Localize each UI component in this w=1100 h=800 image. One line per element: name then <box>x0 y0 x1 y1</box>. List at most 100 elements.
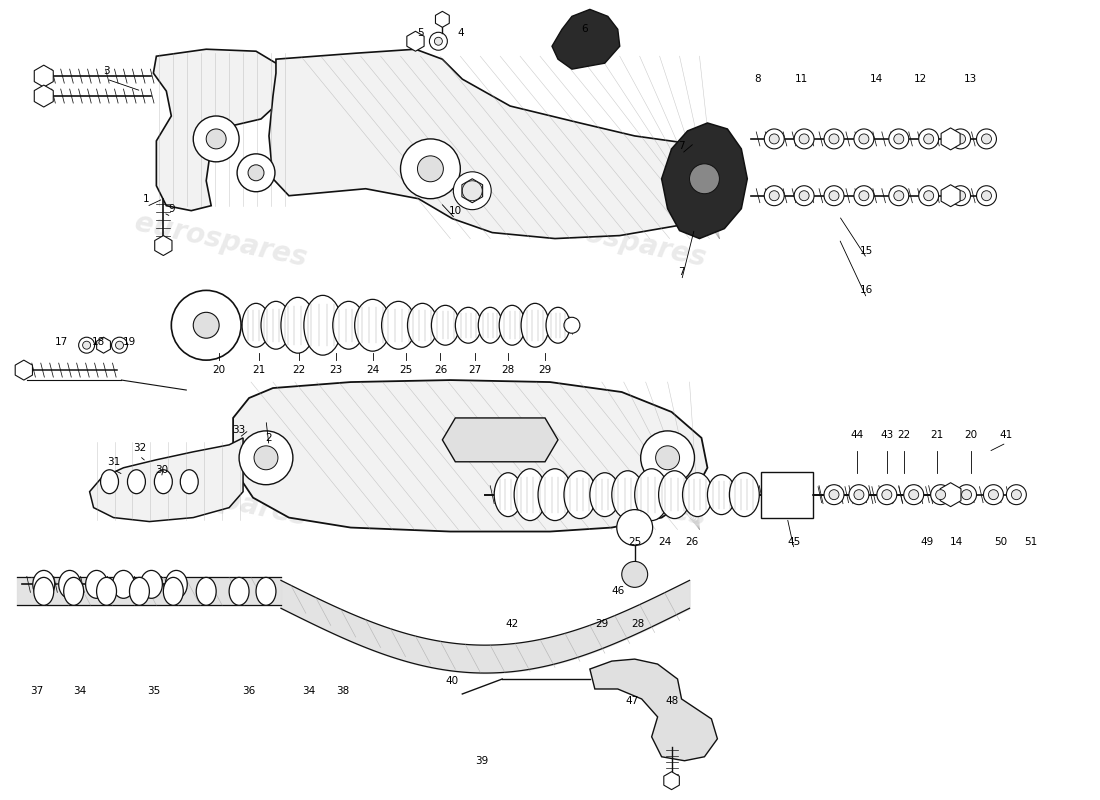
Ellipse shape <box>154 470 173 494</box>
Circle shape <box>981 190 991 201</box>
Text: 34: 34 <box>73 686 86 696</box>
Text: 35: 35 <box>146 686 160 696</box>
Ellipse shape <box>514 469 546 521</box>
Ellipse shape <box>97 578 117 606</box>
Text: eurospares: eurospares <box>132 209 310 273</box>
Text: 41: 41 <box>1000 430 1013 440</box>
Ellipse shape <box>163 578 184 606</box>
Text: 16: 16 <box>860 286 873 295</box>
Circle shape <box>206 129 227 149</box>
Ellipse shape <box>564 470 596 518</box>
Text: 46: 46 <box>612 586 625 596</box>
Circle shape <box>172 290 241 360</box>
Text: 19: 19 <box>123 338 136 347</box>
Circle shape <box>764 186 784 206</box>
Polygon shape <box>15 360 33 380</box>
Text: 25: 25 <box>628 537 641 546</box>
Circle shape <box>924 190 934 201</box>
Circle shape <box>882 490 892 500</box>
Polygon shape <box>436 11 449 27</box>
Ellipse shape <box>499 306 525 345</box>
Circle shape <box>799 190 810 201</box>
Text: 9: 9 <box>168 204 175 214</box>
Text: 27: 27 <box>469 365 482 375</box>
Ellipse shape <box>33 570 55 598</box>
Text: 33: 33 <box>232 425 245 435</box>
Ellipse shape <box>478 307 503 343</box>
Circle shape <box>894 134 904 144</box>
Polygon shape <box>153 50 286 210</box>
Text: 14: 14 <box>870 74 883 84</box>
Circle shape <box>794 129 814 149</box>
Text: 48: 48 <box>666 696 679 706</box>
Text: 49: 49 <box>920 537 933 546</box>
Circle shape <box>194 312 219 338</box>
Polygon shape <box>942 128 960 150</box>
Polygon shape <box>233 380 707 531</box>
Text: 44: 44 <box>850 430 864 440</box>
Ellipse shape <box>112 570 134 598</box>
Polygon shape <box>270 50 717 238</box>
Ellipse shape <box>280 298 315 353</box>
Text: eurospares: eurospares <box>531 209 708 273</box>
Text: 21: 21 <box>930 430 944 440</box>
Ellipse shape <box>354 299 390 351</box>
Text: 42: 42 <box>506 619 519 630</box>
Circle shape <box>656 446 680 470</box>
Text: 4: 4 <box>456 28 463 38</box>
Circle shape <box>889 129 909 149</box>
Ellipse shape <box>128 470 145 494</box>
Text: 50: 50 <box>994 537 1006 546</box>
Text: 11: 11 <box>794 74 807 84</box>
Text: eurospares: eurospares <box>132 468 310 531</box>
Text: 36: 36 <box>242 686 255 696</box>
Text: 1: 1 <box>143 194 150 204</box>
Text: 31: 31 <box>107 457 120 466</box>
Polygon shape <box>590 659 717 761</box>
Circle shape <box>116 342 123 349</box>
Circle shape <box>453 172 492 210</box>
Ellipse shape <box>58 570 80 598</box>
Circle shape <box>894 190 904 201</box>
Text: 8: 8 <box>754 74 760 84</box>
Text: 20: 20 <box>212 365 226 375</box>
Ellipse shape <box>64 578 84 606</box>
Circle shape <box>824 129 844 149</box>
Text: 23: 23 <box>329 365 342 375</box>
Circle shape <box>889 186 909 206</box>
Polygon shape <box>663 772 680 790</box>
Circle shape <box>194 116 239 162</box>
Circle shape <box>918 186 938 206</box>
Ellipse shape <box>333 302 364 349</box>
Circle shape <box>950 129 970 149</box>
Text: 43: 43 <box>880 430 893 440</box>
Polygon shape <box>661 123 747 238</box>
Text: 47: 47 <box>625 696 638 706</box>
Ellipse shape <box>261 302 290 349</box>
Circle shape <box>956 190 966 201</box>
Circle shape <box>434 38 442 46</box>
Circle shape <box>769 190 779 201</box>
Circle shape <box>924 134 934 144</box>
Circle shape <box>249 165 264 181</box>
Circle shape <box>829 190 839 201</box>
Circle shape <box>957 485 977 505</box>
Polygon shape <box>442 418 558 462</box>
Circle shape <box>956 134 966 144</box>
Circle shape <box>824 485 844 505</box>
Circle shape <box>877 485 896 505</box>
Text: 3: 3 <box>103 66 110 76</box>
Polygon shape <box>407 31 425 51</box>
Ellipse shape <box>635 469 669 521</box>
Circle shape <box>690 164 719 194</box>
Ellipse shape <box>180 470 198 494</box>
Circle shape <box>904 485 924 505</box>
Ellipse shape <box>242 303 270 347</box>
Text: 37: 37 <box>30 686 43 696</box>
Ellipse shape <box>407 303 438 347</box>
Circle shape <box>769 134 779 144</box>
Polygon shape <box>552 10 619 69</box>
Text: 38: 38 <box>337 686 350 696</box>
Text: 40: 40 <box>446 676 459 686</box>
Circle shape <box>239 431 293 485</box>
